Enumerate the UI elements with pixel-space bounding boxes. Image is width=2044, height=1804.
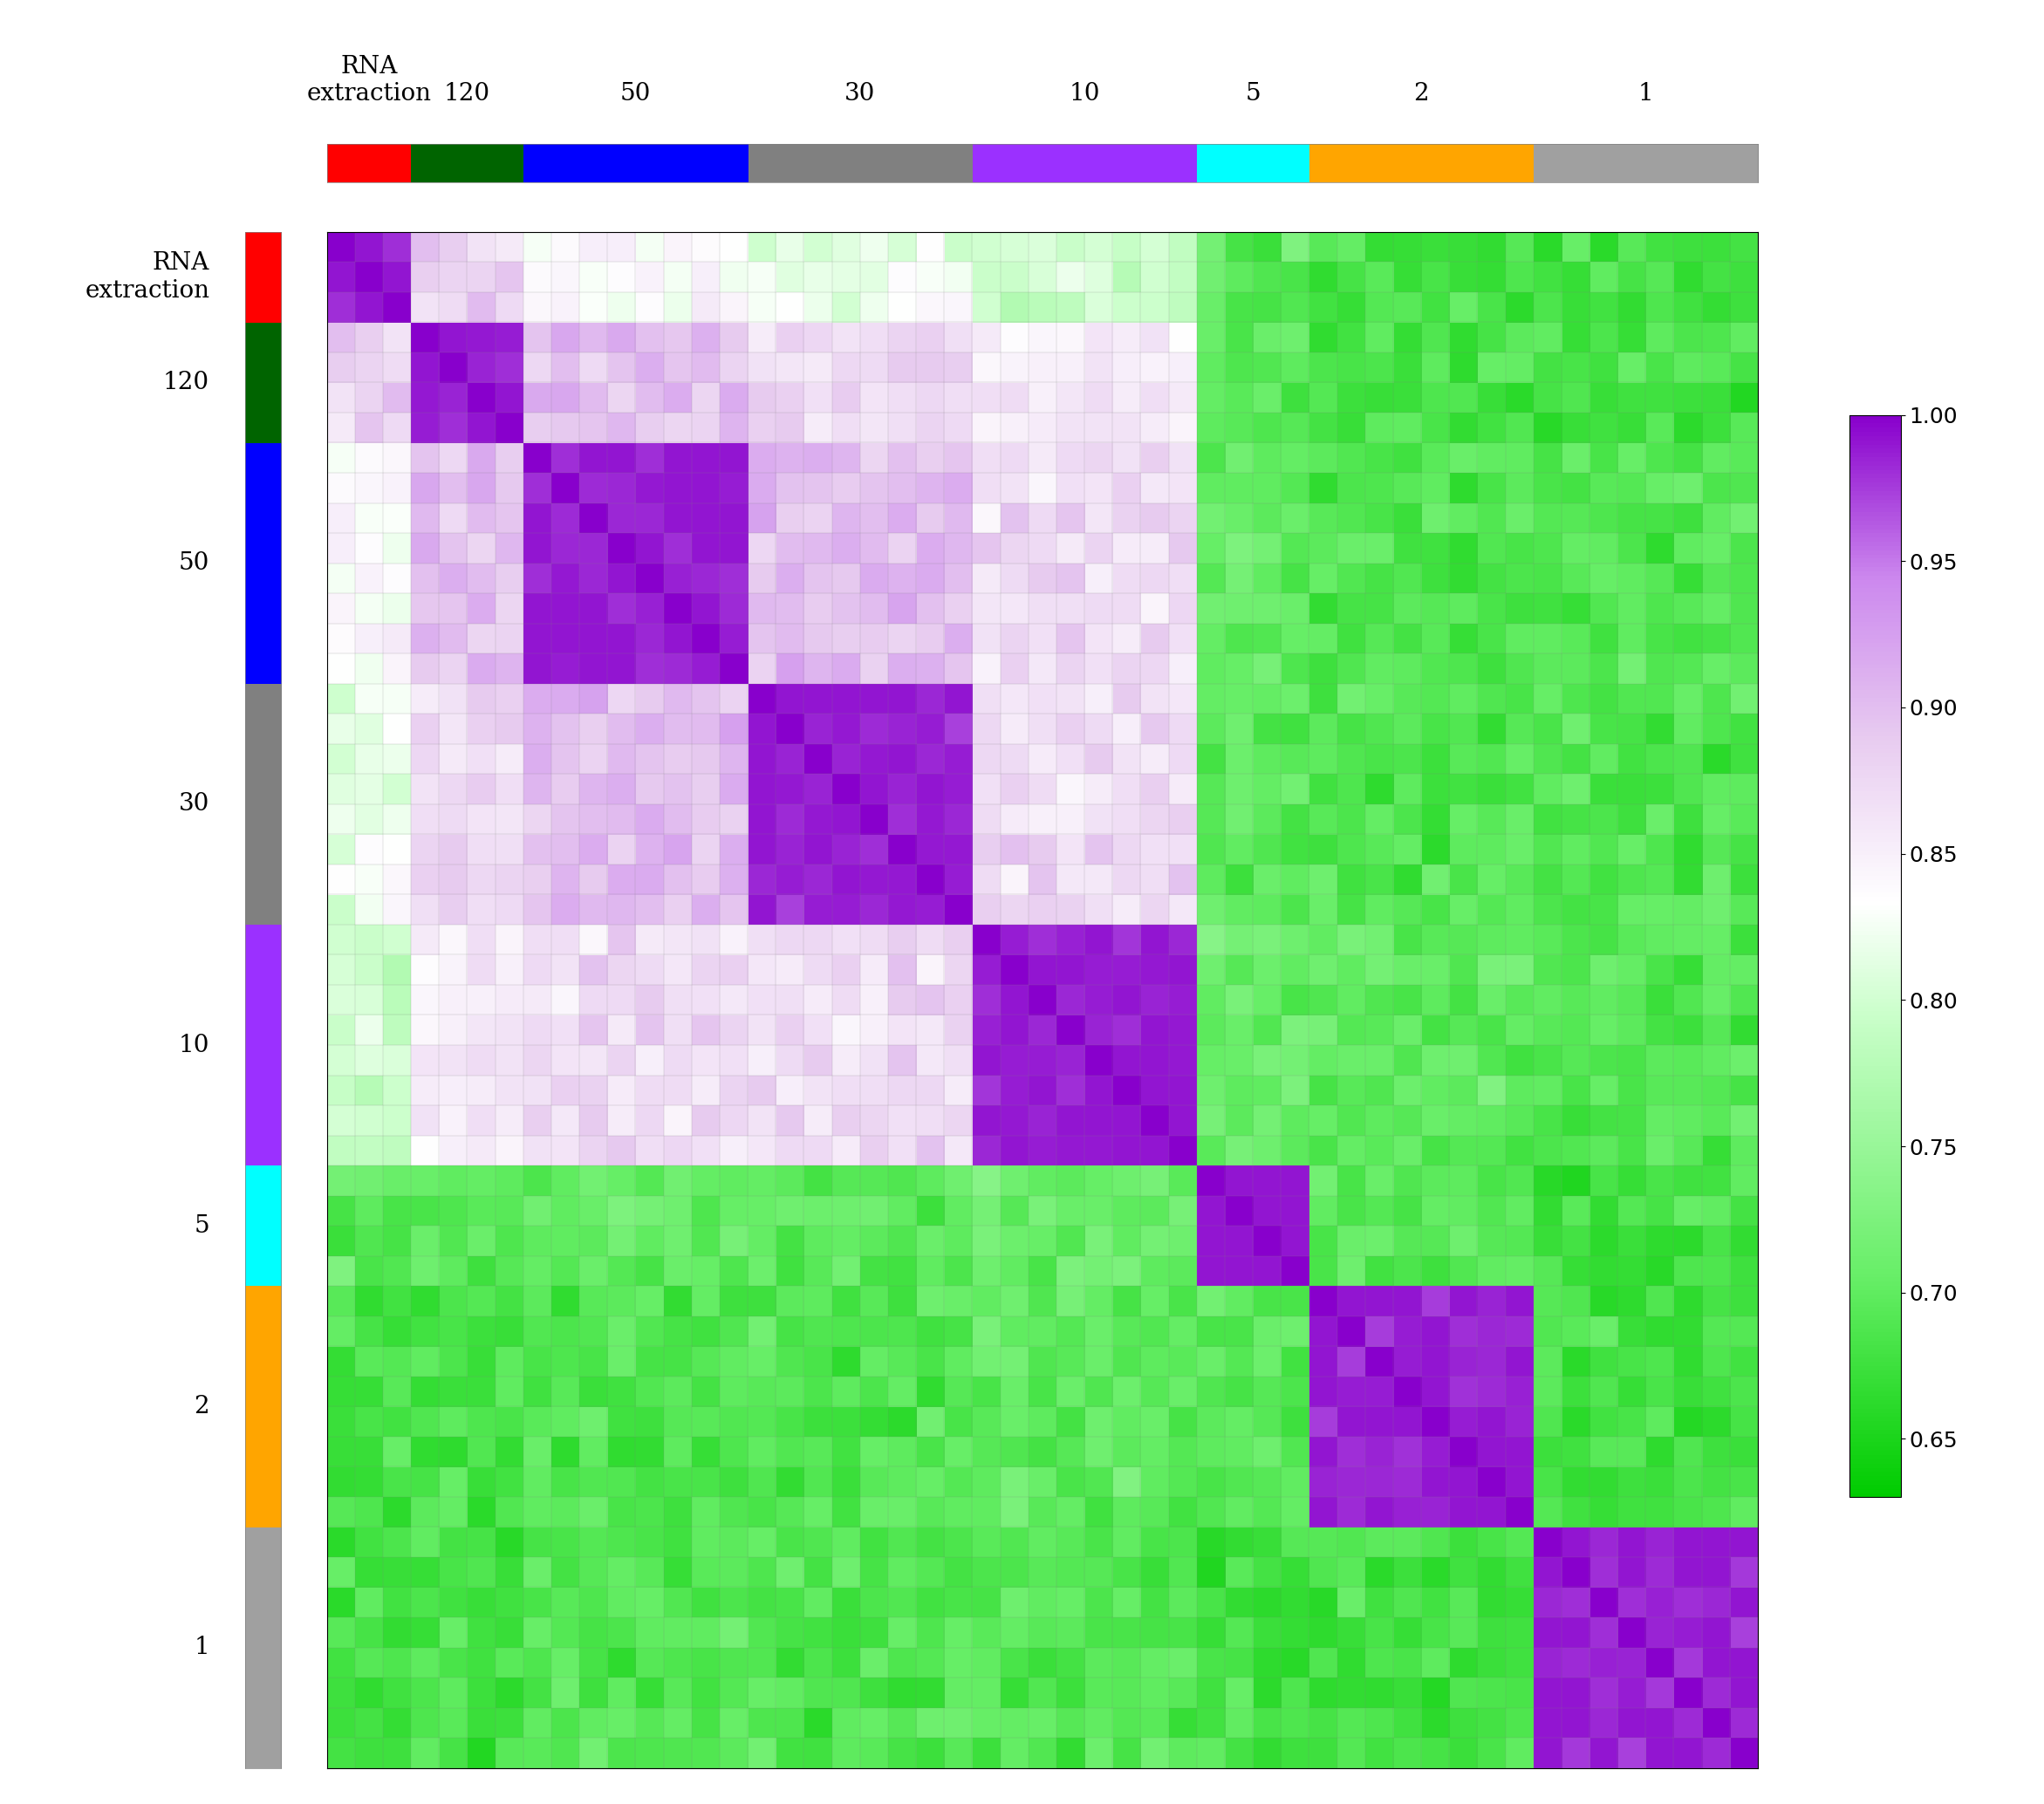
Text: 2: 2 — [1414, 83, 1429, 106]
Text: 30: 30 — [844, 83, 875, 106]
Text: 10: 10 — [178, 1034, 208, 1057]
Text: 10: 10 — [1069, 83, 1100, 106]
Text: 5: 5 — [1245, 83, 1261, 106]
Text: 2: 2 — [194, 1394, 208, 1418]
Text: 1: 1 — [1637, 83, 1654, 106]
Text: 30: 30 — [178, 792, 208, 815]
Text: RNA
extraction: RNA extraction — [307, 56, 431, 106]
Text: 5: 5 — [194, 1214, 208, 1238]
Text: 120: 120 — [444, 83, 491, 106]
Text: 1: 1 — [194, 1636, 208, 1660]
Text: RNA
extraction: RNA extraction — [84, 253, 208, 303]
Text: 120: 120 — [164, 370, 208, 395]
Text: 50: 50 — [619, 83, 650, 106]
Text: 50: 50 — [178, 552, 208, 575]
